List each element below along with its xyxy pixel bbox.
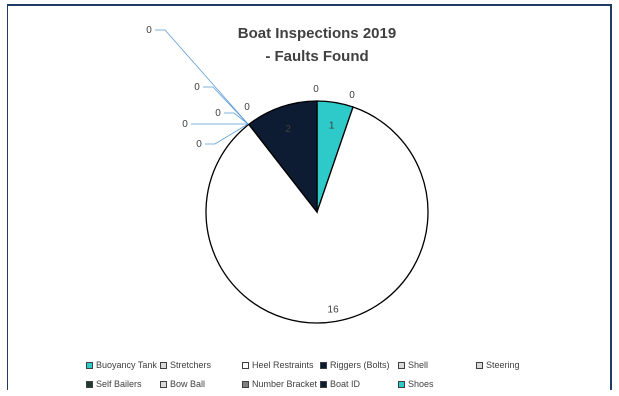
legend-label-buoyancy-tank: Buoyancy Tank bbox=[96, 360, 157, 370]
legend-label-boat-id: Boat ID bbox=[330, 379, 361, 389]
legend-label-bow-ball: Bow Ball bbox=[170, 379, 206, 389]
legend-swatch-number-bracket bbox=[242, 380, 249, 388]
legend-swatch-buoyancy-tank bbox=[86, 361, 93, 369]
legend-item-bow-ball: Bow Ball bbox=[160, 378, 205, 390]
pie-slice-riggers-bolts bbox=[247, 100, 318, 214]
legend-label-shoes: Shoes bbox=[408, 379, 434, 389]
leader-line-boat-id bbox=[203, 86, 249, 125]
data-label-riggers-bolts: 2 bbox=[285, 124, 291, 135]
data-label-number-bracket: 0 bbox=[182, 119, 188, 130]
legend-item-steering: Steering bbox=[476, 359, 520, 371]
data-label-buoyancy-tank: 1 bbox=[329, 120, 335, 131]
legend-swatch-boat-id bbox=[320, 380, 327, 388]
legend-swatch-shoes bbox=[398, 380, 405, 388]
legend-swatch-heel-restraints bbox=[242, 361, 249, 369]
legend-swatch-self-bailers bbox=[86, 380, 93, 388]
legend-item-boat-id: Boat ID bbox=[320, 378, 360, 390]
data-label-shell: 0 bbox=[313, 84, 319, 95]
chart-frame bbox=[7, 4, 612, 390]
legend-item-shell: Shell bbox=[398, 359, 428, 371]
legend-swatch-steering bbox=[476, 361, 483, 369]
legend-item-riggers-bolts: Riggers (Bolts) bbox=[320, 359, 390, 371]
data-label-self-bailers: 0 bbox=[215, 108, 221, 119]
leader-line-self-bailers bbox=[224, 112, 249, 125]
legend-label-self-bailers: Self Bailers bbox=[96, 379, 142, 389]
legend-item-stretchers: Stretchers bbox=[160, 359, 211, 371]
legend-swatch-riggers-bolts bbox=[320, 361, 327, 369]
data-label-stretchers: 0 bbox=[349, 90, 355, 101]
pie-slice-heel-restraints bbox=[205, 106, 429, 324]
chart-title-line-1: Boat Inspections 2019 bbox=[238, 25, 396, 42]
legend-label-stretchers: Stretchers bbox=[170, 360, 212, 370]
legend-item-shoes: Shoes bbox=[398, 378, 434, 390]
legend-swatch-stretchers bbox=[160, 361, 167, 369]
legend-label-shell: Shell bbox=[408, 360, 429, 370]
legend-label-heel-restraints: Heel Restraints bbox=[252, 360, 314, 370]
leader-line-shoes bbox=[155, 29, 249, 125]
legend-label-riggers-bolts: Riggers (Bolts) bbox=[330, 360, 390, 370]
data-label-bow-ball: 0 bbox=[196, 139, 202, 150]
legend-label-steering: Steering bbox=[486, 360, 520, 370]
legend-item-number-bracket: Number Bracket bbox=[242, 378, 317, 390]
data-label-steering: 0 bbox=[244, 102, 250, 113]
legend-item-buoyancy-tank: Buoyancy Tank bbox=[86, 359, 157, 371]
legend-label-number-bracket: Number Bracket bbox=[252, 379, 318, 389]
chart-title-line-2: - Faults Found bbox=[265, 48, 368, 65]
legend-swatch-shell bbox=[398, 361, 405, 369]
legend-swatch-bow-ball bbox=[160, 380, 167, 388]
legend-item-heel-restraints: Heel Restraints bbox=[242, 359, 314, 371]
data-label-boat-id: 0 bbox=[194, 82, 200, 93]
data-label-shoes: 0 bbox=[146, 25, 152, 36]
leader-line-bow-ball bbox=[205, 123, 249, 145]
legend-item-self-bailers: Self Bailers bbox=[86, 378, 142, 390]
data-label-heel-restraints: 16 bbox=[328, 304, 340, 315]
